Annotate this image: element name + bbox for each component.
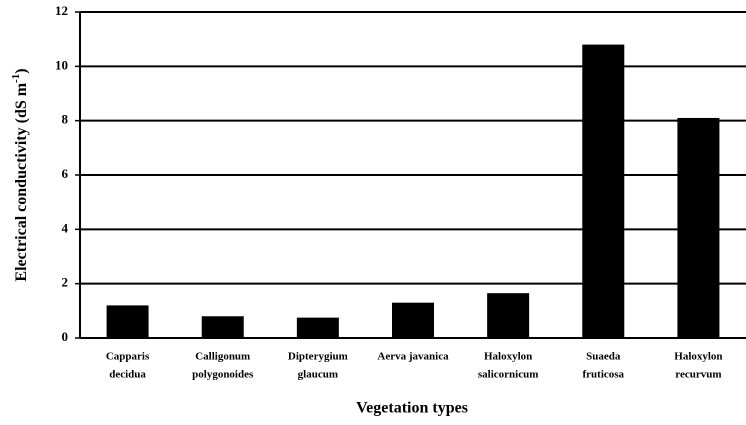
x-tick-label: polygonoides — [192, 369, 254, 381]
bar — [296, 317, 339, 338]
x-tick-label: recurvum — [675, 369, 721, 381]
x-tick-label: Suaeda — [586, 351, 621, 363]
x-tick-label: Capparis — [106, 351, 150, 363]
y-axis-title-end: ) — [13, 68, 30, 73]
y-axis-title-sup: -1 — [10, 74, 22, 83]
y-tick-label: 0 — [62, 329, 69, 344]
bar — [487, 293, 530, 338]
bar — [392, 302, 434, 338]
y-tick-label: 4 — [62, 220, 69, 235]
x-tick-label: Aerva javanica — [377, 351, 449, 363]
y-tick-label: 10 — [55, 57, 68, 72]
y-tick-label: 8 — [62, 112, 69, 127]
y-axis-title-main: Electrical conductivity (dS m — [13, 82, 30, 281]
y-tick-label: 12 — [55, 3, 68, 18]
x-tick-label: glaucum — [298, 369, 338, 381]
x-tick-label: Calligonum — [195, 351, 250, 363]
x-axis-title: Vegetation types — [356, 400, 468, 417]
x-tick-label: Haloxylon — [484, 351, 532, 363]
x-tick-label: Dipterygium — [288, 351, 348, 363]
bar — [201, 316, 244, 338]
y-axis-title: Electrical conductivity (dS m-1) — [10, 68, 30, 281]
x-tick-label: salicornicum — [478, 369, 539, 381]
x-tick-label: decidua — [109, 369, 146, 381]
bar — [582, 44, 625, 338]
x-tick-label: fruticosa — [583, 369, 625, 381]
x-tick-label: Haloxylon — [674, 351, 722, 363]
y-tick-label: 2 — [62, 275, 69, 290]
y-tick-label: 6 — [62, 166, 69, 181]
bar — [106, 305, 149, 338]
bar — [677, 117, 720, 338]
